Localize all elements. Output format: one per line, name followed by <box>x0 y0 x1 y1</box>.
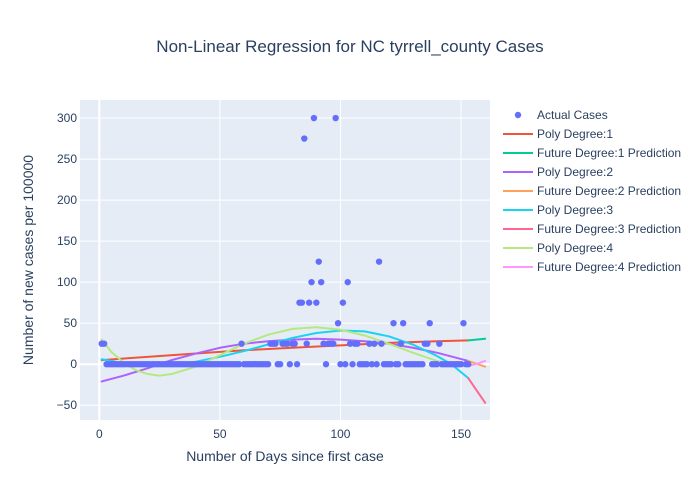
data-point <box>342 361 349 368</box>
x-tick-label: 0 <box>96 427 103 441</box>
legend-item-poly-degree-2[interactable]: Poly Degree:2 <box>503 165 613 179</box>
data-point <box>310 114 318 122</box>
legend-item-future-degree-3-prediction[interactable]: Future Degree:3 Prediction <box>503 222 681 236</box>
data-point <box>395 361 402 368</box>
data-point <box>460 319 467 327</box>
chart-title: Non-Linear Regression for NC tyrrell_cou… <box>156 37 543 56</box>
data-point <box>334 319 342 327</box>
data-point <box>371 340 378 347</box>
data-point <box>276 361 284 368</box>
data-point <box>298 299 306 306</box>
legend-item-future-degree-2-prediction[interactable]: Future Degree:2 Prediction <box>503 184 681 198</box>
data-point <box>305 299 313 306</box>
data-point <box>264 361 272 368</box>
data-point <box>465 361 472 368</box>
series-line-future-degree-3-prediction <box>467 377 487 404</box>
y-tick-label: 200 <box>57 193 77 207</box>
data-point <box>301 135 308 142</box>
data-point <box>433 361 441 368</box>
data-point <box>332 114 339 122</box>
y-axis-title: Number of new cases per 100000 <box>20 155 36 365</box>
data-point <box>315 258 322 265</box>
legend-label: Future Degree:1 Prediction <box>537 146 681 160</box>
data-point <box>346 340 354 347</box>
data-point <box>238 340 245 347</box>
data-point <box>339 299 347 306</box>
legend-label: Future Degree:2 Prediction <box>537 184 681 198</box>
data-point <box>354 340 361 347</box>
data-point <box>399 319 407 327</box>
tick-layer: 0 50 100 150 −50 0 50 100 150 200 250 300 <box>57 111 472 441</box>
data-point <box>378 340 385 347</box>
legend[interactable]: Actual Cases Poly Degree:1 Future Degree:1… <box>503 108 681 274</box>
x-tick-label: 50 <box>213 427 227 441</box>
legend-item-future-degree-1-prediction[interactable]: Future Degree:1 Prediction <box>503 146 681 160</box>
data-point <box>272 340 279 347</box>
series-line-future-degree-1-prediction <box>467 337 487 342</box>
data-point <box>330 340 337 347</box>
data-point <box>337 361 344 368</box>
legend-label: Poly Degree:3 <box>537 203 613 217</box>
data-point <box>436 340 443 347</box>
legend-item-poly-degree-3[interactable]: Poly Degree:3 <box>503 203 613 217</box>
data-point <box>397 340 404 347</box>
data-point <box>363 361 371 368</box>
y-tick-label: 150 <box>57 234 77 248</box>
data-point <box>457 361 465 368</box>
data-point <box>291 340 298 347</box>
data-point <box>375 258 383 265</box>
y-tick-label: 300 <box>57 111 77 125</box>
x-axis-title: Number of Days since first case <box>186 448 384 464</box>
data-point <box>419 361 426 368</box>
data-point <box>322 361 330 368</box>
data-point <box>284 340 291 347</box>
legend-item-poly-degree-4[interactable]: Poly Degree:4 <box>503 241 613 255</box>
data-point <box>387 361 395 368</box>
legend-label: Poly Degree:1 <box>537 127 613 141</box>
data-point <box>390 319 397 327</box>
y-tick-label: 0 <box>70 357 77 371</box>
marker-series-group <box>98 114 472 368</box>
y-tick-label: 250 <box>57 152 77 166</box>
legend-item-poly-degree-1[interactable]: Poly Degree:1 <box>503 127 613 141</box>
data-point <box>313 299 320 306</box>
data-point <box>366 340 373 347</box>
legend-item-future-degree-4-prediction[interactable]: Future Degree:4 Prediction <box>503 260 681 274</box>
data-point <box>424 340 431 347</box>
data-point <box>286 361 294 368</box>
y-tick-label: 50 <box>64 316 78 330</box>
data-point <box>373 361 380 368</box>
data-point <box>293 361 301 368</box>
x-tick-label: 150 <box>451 427 471 441</box>
legend-item-actual-cases[interactable]: Actual Cases <box>514 108 608 122</box>
legend-label: Poly Degree:2 <box>537 165 613 179</box>
series-line-poly-degree-1 <box>100 339 470 362</box>
data-point <box>426 319 433 327</box>
series-layer <box>98 114 487 404</box>
x-tick-label: 100 <box>330 427 350 441</box>
data-point <box>317 278 325 286</box>
y-tick-label: 100 <box>57 275 77 289</box>
data-point <box>308 278 315 286</box>
legend-label: Actual Cases <box>537 108 608 122</box>
data-point <box>100 340 108 347</box>
data-point <box>320 340 327 347</box>
data-point <box>303 340 310 347</box>
legend-marker <box>514 111 522 119</box>
legend-label: Future Degree:3 Prediction <box>537 222 681 236</box>
data-point <box>349 361 356 368</box>
data-point <box>344 278 351 286</box>
data-point <box>368 361 376 368</box>
legend-label: Poly Degree:4 <box>537 241 613 255</box>
grid-layer <box>80 100 490 420</box>
y-tick-label: −50 <box>57 398 78 412</box>
legend-label: Future Degree:4 Prediction <box>537 260 681 274</box>
series-line-poly-degree-4 <box>100 326 470 377</box>
data-point <box>235 361 243 368</box>
